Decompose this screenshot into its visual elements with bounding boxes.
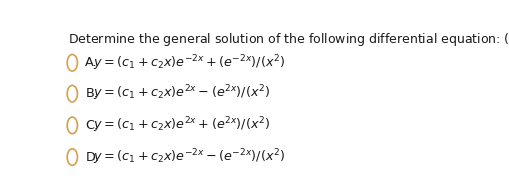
Text: A.: A.	[86, 56, 98, 69]
Text: $y = (c_1 + c_2x)e^{-2x} + (e^{-2x})/(x^2)$: $y = (c_1 + c_2x)e^{-2x} + (e^{-2x})/(x^…	[93, 53, 285, 73]
Text: $y = (c_1 + c_2x)e^{2x} - (e^{2x})/(x^2)$: $y = (c_1 + c_2x)e^{2x} - (e^{2x})/(x^2)…	[93, 84, 270, 103]
Text: $y = (c_1 + c_2x)e^{2x} + (e^{2x})/(x^2)$: $y = (c_1 + c_2x)e^{2x} + (e^{2x})/(x^2)…	[93, 116, 270, 135]
Text: $y = (c_1 + c_2x)e^{-2x} - (e^{-2x})/(x^2)$: $y = (c_1 + c_2x)e^{-2x} - (e^{-2x})/(x^…	[93, 147, 285, 167]
Text: Determine the general solution of the following differential equation: $(D^2\!-\: Determine the general solution of the fo…	[68, 30, 509, 50]
Text: D.: D.	[86, 151, 99, 164]
Text: C.: C.	[86, 119, 98, 132]
Text: B.: B.	[86, 87, 98, 100]
